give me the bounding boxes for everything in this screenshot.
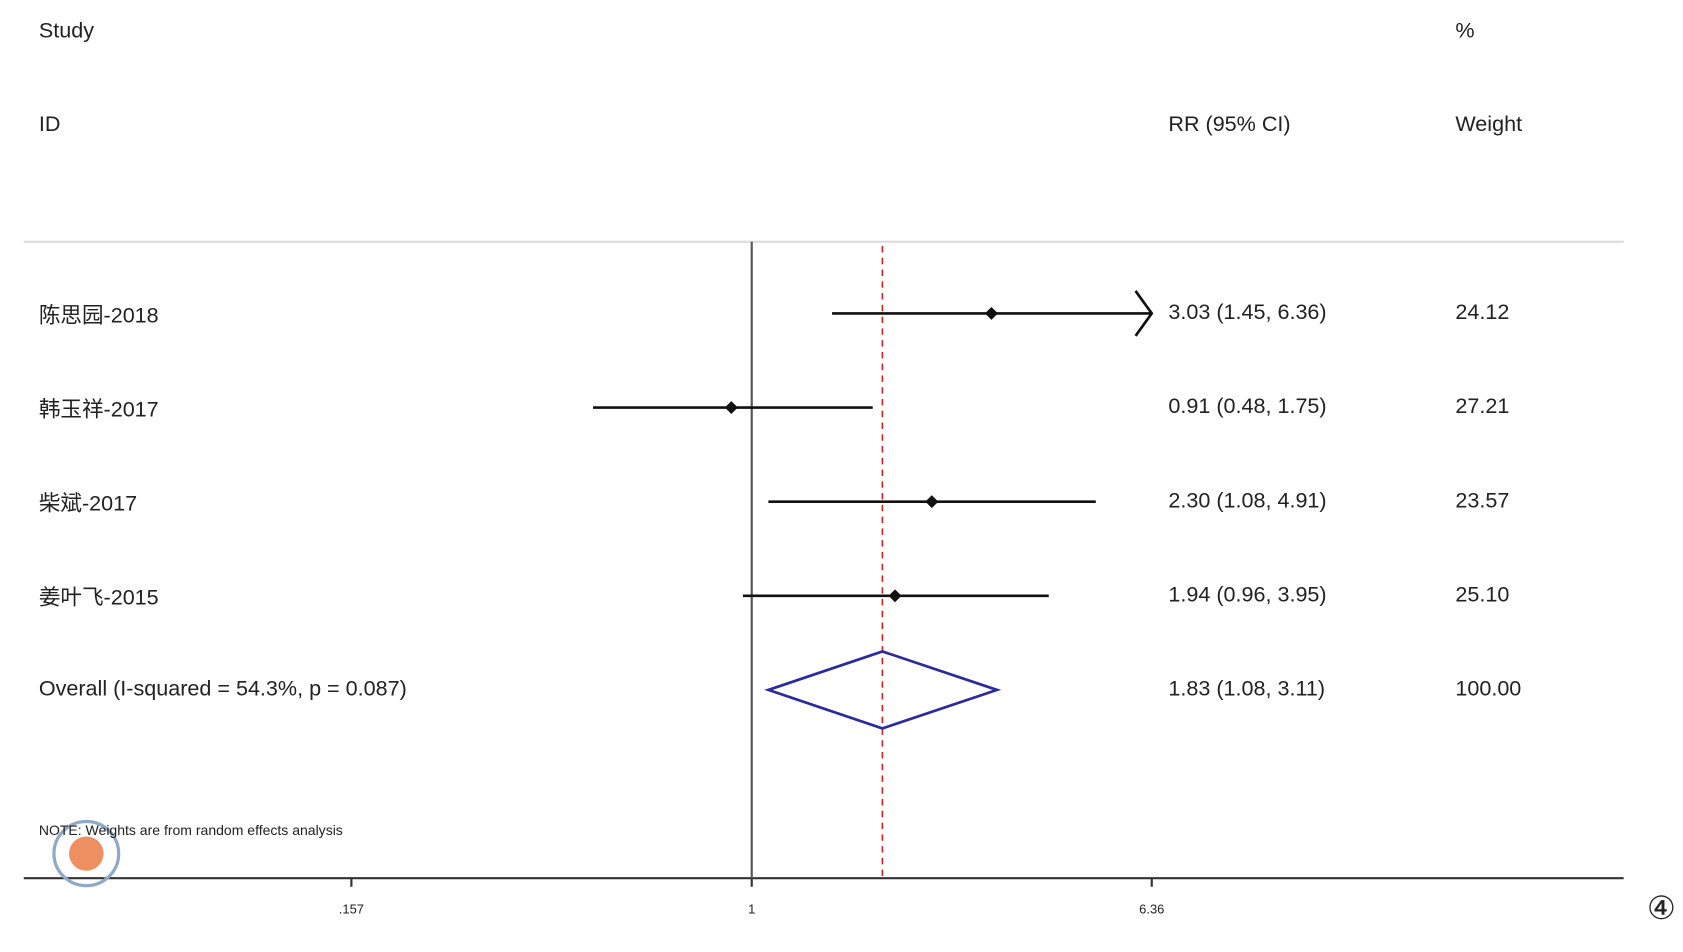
study-name: 韩玉祥-2017 <box>39 397 159 421</box>
effect-label: 3.03 (1.45, 6.36) <box>1168 300 1326 324</box>
overall-weight-label: 100.00 <box>1455 677 1521 701</box>
weight-label: 27.21 <box>1455 394 1509 418</box>
header-pct: % <box>1455 19 1474 43</box>
overall-name: Overall (I-squared = 54.3%, p = 0.087) <box>39 677 407 701</box>
effect-label: 1.94 (0.96, 3.95) <box>1168 583 1326 607</box>
header-effect: RR (95% CI) <box>1168 112 1290 136</box>
note: NOTE: Weights are from random effects an… <box>39 822 343 838</box>
point-estimate <box>984 306 998 320</box>
effect-label: 2.30 (1.08, 4.91) <box>1168 488 1326 512</box>
figure-marker: ④ <box>1647 890 1676 926</box>
overall-effect-label: 1.83 (1.08, 3.11) <box>1168 677 1325 701</box>
effect-label: 0.91 (0.48, 1.75) <box>1168 394 1326 418</box>
overall-diamond <box>764 650 1002 730</box>
x-tick-label: 1 <box>748 902 755 917</box>
header-id: ID <box>39 112 61 136</box>
watermark <box>52 819 121 888</box>
study-name: 姜叶飞-2015 <box>39 586 159 610</box>
ci-arrow <box>1134 290 1154 337</box>
study-name: 陈思园-2018 <box>39 303 159 327</box>
header-weight: Weight <box>1455 112 1522 136</box>
weight-label: 23.57 <box>1455 488 1509 512</box>
x-tick-label: .157 <box>339 902 364 917</box>
point-estimate <box>888 589 902 603</box>
study-name: 柴斌-2017 <box>39 492 137 516</box>
weight-label: 24.12 <box>1455 300 1509 324</box>
header-study: Study <box>39 19 94 43</box>
weight-label: 25.10 <box>1455 583 1509 607</box>
point-estimate <box>925 495 939 509</box>
point-estimate <box>724 401 738 414</box>
x-tick-label: 6.36 <box>1139 902 1164 917</box>
